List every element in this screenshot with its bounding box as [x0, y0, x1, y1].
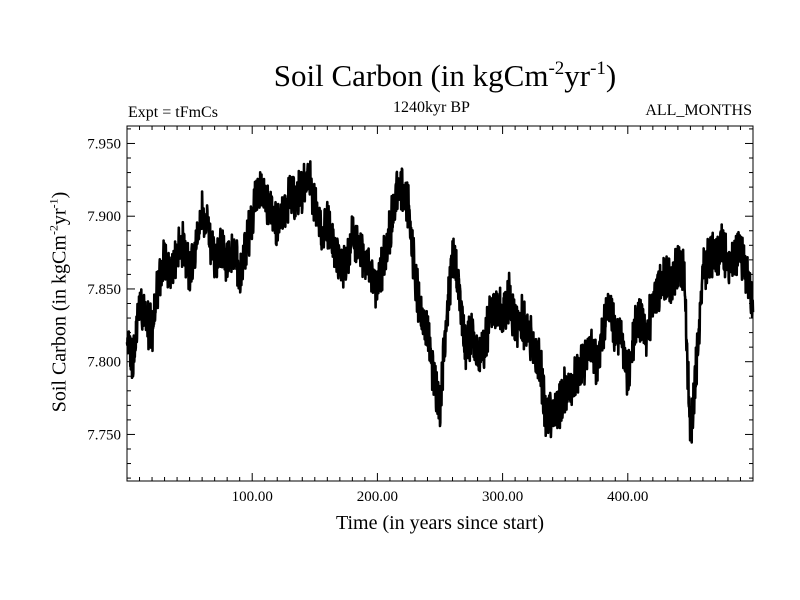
- y-tick-label: 7.750: [87, 427, 121, 443]
- period-label: 1240kyr BP: [393, 99, 470, 116]
- chart-title: Soil Carbon (in kgCm-2yr-1): [273, 58, 617, 93]
- y-tick-label: 7.850: [87, 282, 121, 298]
- y-tick-label: 7.900: [87, 209, 121, 225]
- x-tick-label: 400.00: [607, 489, 648, 505]
- y-axis-label: Soil Carbon (in kgCm-2yr-1): [46, 191, 71, 413]
- experiment-label: Expt = tFmCs: [128, 104, 218, 121]
- x-tick-label: 200.00: [357, 489, 398, 505]
- y-tick-label: 7.800: [87, 355, 121, 371]
- x-tick-label: 100.00: [232, 489, 273, 505]
- soil-carbon-series-line: [125, 160, 755, 444]
- x-tick-label: 300.00: [482, 489, 523, 505]
- y-tick-label: 7.950: [87, 136, 121, 152]
- months-label: ALL_MONTHS: [645, 102, 752, 119]
- x-axis-label: Time (in years since start): [335, 512, 545, 534]
